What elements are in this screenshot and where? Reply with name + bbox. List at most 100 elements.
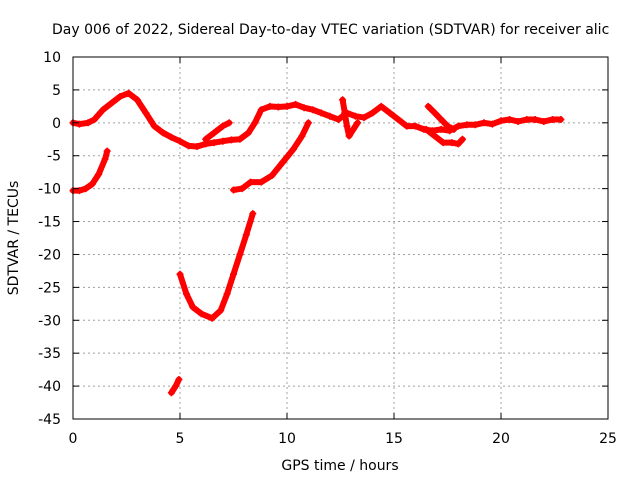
y-tick-label: 0 bbox=[52, 116, 61, 132]
data-point bbox=[88, 180, 96, 188]
data-point bbox=[300, 104, 308, 112]
data-point bbox=[108, 99, 115, 107]
data-point bbox=[210, 139, 218, 147]
data-point bbox=[497, 117, 505, 125]
data-point bbox=[236, 251, 244, 258]
data-point bbox=[437, 125, 445, 133]
data-point bbox=[185, 142, 193, 150]
data-point bbox=[182, 290, 190, 298]
data-point bbox=[540, 118, 548, 125]
data-point bbox=[463, 121, 471, 129]
data-point bbox=[90, 116, 98, 123]
data-point bbox=[334, 116, 342, 123]
y-axis-tick-labels: 10 5 0 -5 -10 -15 -20 -25 -30 -35 -40 -45 bbox=[38, 50, 61, 428]
data-point bbox=[523, 116, 531, 123]
plot-frame bbox=[72, 56, 609, 420]
data-point bbox=[159, 129, 167, 137]
data-point bbox=[437, 116, 445, 123]
data-point bbox=[349, 125, 357, 133]
x-tick-label: 0 bbox=[69, 431, 78, 447]
chart-title: Day 006 of 2022, Sidereal Day-to-day VTE… bbox=[52, 22, 609, 38]
data-point bbox=[176, 137, 184, 145]
x-tick-label: 25 bbox=[599, 431, 617, 447]
data-point bbox=[403, 122, 411, 130]
data-point bbox=[133, 96, 141, 104]
series-deep-dip-hour-5-to-9 bbox=[176, 210, 257, 322]
data-point bbox=[75, 187, 83, 195]
data-point bbox=[360, 114, 368, 122]
data-point bbox=[197, 310, 205, 318]
data-point bbox=[422, 125, 430, 133]
data-point bbox=[506, 116, 514, 123]
series-segment-hour-7-to-11 bbox=[230, 119, 312, 194]
data-point bbox=[227, 136, 235, 144]
data-point bbox=[242, 231, 250, 239]
data-series bbox=[69, 89, 565, 397]
y-tick-label: -25 bbox=[38, 280, 61, 296]
y-tick-label: 5 bbox=[52, 83, 61, 99]
data-point bbox=[431, 132, 439, 140]
data-point bbox=[150, 122, 158, 130]
data-point bbox=[439, 139, 447, 147]
data-point bbox=[557, 116, 565, 123]
x-tick-label: 5 bbox=[176, 431, 185, 447]
data-point bbox=[116, 93, 124, 100]
data-point bbox=[394, 116, 402, 123]
data-point bbox=[208, 314, 216, 322]
series-segment-hour-5-low bbox=[167, 376, 183, 397]
data-point bbox=[95, 170, 103, 178]
data-point bbox=[230, 270, 237, 278]
y-tick-label: -15 bbox=[38, 215, 61, 231]
data-point bbox=[219, 122, 227, 130]
data-point bbox=[298, 132, 306, 140]
data-point bbox=[125, 89, 133, 97]
data-point bbox=[431, 109, 439, 117]
x-tick-label: 20 bbox=[492, 431, 510, 447]
data-point bbox=[101, 155, 109, 163]
data-point bbox=[223, 290, 231, 298]
data-point bbox=[488, 120, 496, 128]
data-point bbox=[236, 135, 244, 143]
data-point bbox=[230, 186, 237, 194]
y-axis-label: SDTVAR / TECUs bbox=[6, 181, 22, 296]
data-point bbox=[175, 376, 183, 383]
series-line bbox=[177, 210, 256, 322]
y-tick-label: -35 bbox=[38, 346, 61, 362]
data-point bbox=[454, 122, 462, 130]
data-point bbox=[369, 109, 377, 117]
data-point bbox=[354, 119, 362, 127]
y-tick-label: -45 bbox=[38, 412, 61, 428]
grid-lines bbox=[73, 57, 608, 419]
data-point bbox=[268, 172, 276, 179]
y-tick-label: -30 bbox=[38, 313, 61, 329]
data-point bbox=[99, 106, 107, 114]
data-point bbox=[274, 103, 282, 111]
data-point bbox=[84, 119, 92, 127]
series-line bbox=[70, 90, 564, 150]
data-point bbox=[266, 102, 274, 110]
data-point bbox=[377, 102, 385, 110]
data-point bbox=[219, 137, 227, 145]
data-point bbox=[444, 122, 451, 130]
data-point bbox=[210, 129, 218, 137]
data-point bbox=[251, 119, 259, 127]
x-tick-label: 10 bbox=[278, 431, 296, 447]
data-point bbox=[75, 120, 83, 128]
data-point bbox=[247, 178, 255, 186]
x-tick-label: 15 bbox=[385, 431, 403, 447]
data-point bbox=[424, 102, 432, 110]
data-point bbox=[257, 178, 265, 186]
series-segment-hour-6-to-7 bbox=[202, 119, 233, 143]
data-point bbox=[341, 109, 349, 117]
data-point bbox=[471, 121, 479, 129]
data-point bbox=[448, 139, 456, 147]
x-axis-label: GPS time / hours bbox=[281, 458, 398, 474]
y-tick-label: -5 bbox=[47, 149, 61, 165]
data-point bbox=[167, 133, 175, 141]
series-rise-at-hour-16 bbox=[424, 102, 458, 133]
data-point bbox=[217, 306, 225, 314]
data-point bbox=[189, 303, 197, 311]
data-point bbox=[176, 270, 184, 278]
data-point bbox=[245, 129, 252, 137]
data-point bbox=[317, 109, 325, 117]
